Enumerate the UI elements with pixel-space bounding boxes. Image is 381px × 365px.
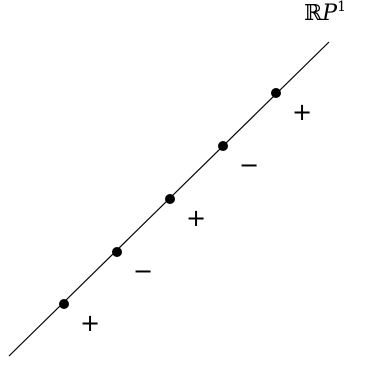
marked-point [165,194,175,204]
space-exponent: 1 [337,0,346,15]
field-symbol: ℝ [304,1,323,26]
sign-label: − [239,151,259,179]
space-letter: P [321,1,338,26]
sign-label: + [292,98,312,126]
marked-point [59,299,69,309]
sign-label: + [80,309,100,337]
marked-points: + − + − + [59,88,312,337]
marked-point [112,247,122,257]
sign-label: − [133,257,153,285]
space-label: ℝP1 [304,0,346,26]
marked-point [271,88,281,98]
marked-point [218,141,228,151]
sign-label: + [186,204,206,232]
